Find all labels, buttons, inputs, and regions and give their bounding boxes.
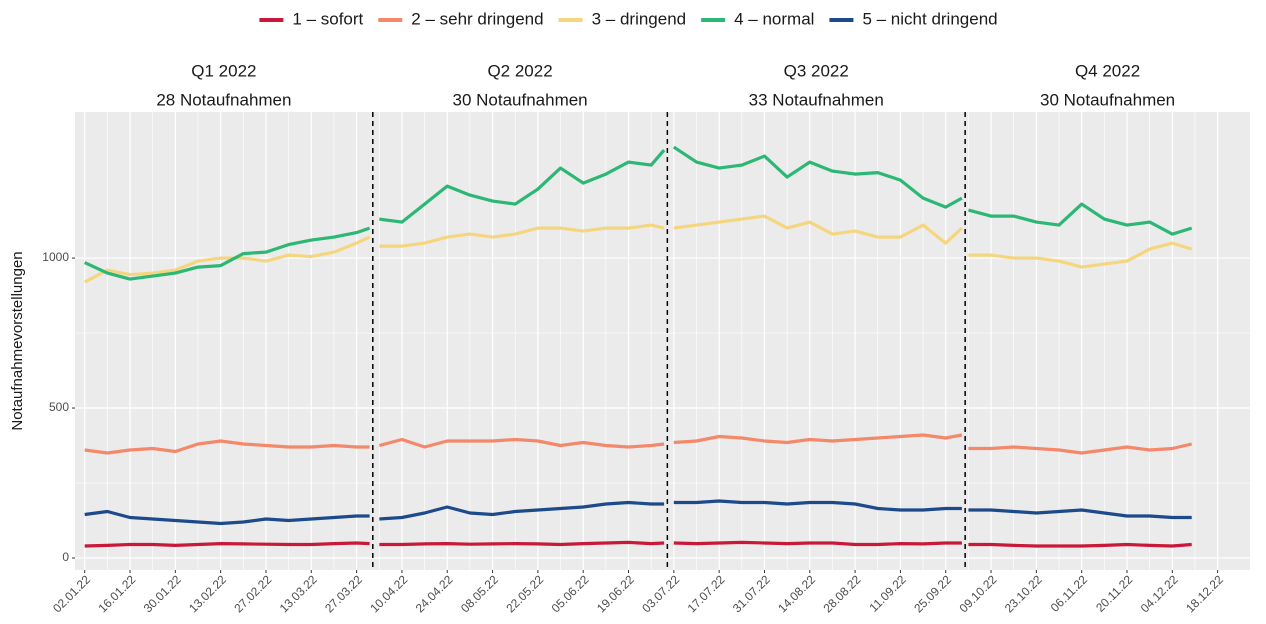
x-tick-label: 03.07.22 (639, 572, 682, 615)
series-line (84, 499, 1192, 526)
y-tick-label: 0 (62, 550, 69, 564)
x-tick-label: 10.04.22 (367, 572, 410, 615)
x-tick-label: 14.08.22 (775, 572, 818, 615)
legend-label: 1 – sofort (292, 9, 363, 28)
legend: 1 – sofort 2 – sehr dringend 3 – dringend 4… (259, 9, 998, 28)
series-line (84, 145, 1193, 281)
x-tick-label: 08.05.22 (458, 572, 501, 615)
x-tick-label: 25.09.22 (911, 572, 954, 615)
facet-title: Q4 2022 (1075, 61, 1140, 80)
legend-label: 2 – sehr dringend (411, 9, 543, 28)
series-line (84, 540, 1192, 548)
x-tick-label: 23.10.22 (1002, 572, 1045, 615)
x-tick-label: 09.10.22 (956, 572, 999, 615)
x-tick-label: 19.06.22 (594, 572, 637, 615)
y-axis-title: Notaufnahmevorstellungen (9, 251, 26, 430)
x-tick-label: 24.04.22 (413, 572, 456, 615)
x-tick-label: 13.02.22 (186, 572, 229, 615)
facet-subtitle: 33 Notaufnahmen (749, 90, 884, 109)
x-tick-label: 02.01.22 (50, 572, 93, 615)
facet-title: Q2 2022 (487, 61, 552, 80)
facet-title: Q3 2022 (784, 61, 849, 80)
x-tick-label: 20.11.22 (1093, 572, 1136, 615)
x-tick-label: 22.05.22 (503, 572, 546, 615)
x-tick-label: 17.07.22 (685, 572, 728, 615)
panel (75, 112, 1250, 570)
legend-label: 5 – nicht dringend (862, 9, 997, 28)
x-tick-label: 06.11.22 (1048, 572, 1091, 615)
x-tick-label: 27.02.22 (231, 572, 274, 615)
facet-subtitle: 30 Notaufnahmen (452, 90, 587, 109)
legend-label: 4 – normal (734, 9, 814, 28)
x-tick-label: 30.01.22 (141, 572, 184, 615)
x-tick-label: 28.08.22 (821, 572, 864, 615)
legend-label: 3 – dringend (592, 9, 687, 28)
x-tick-label: 04.12.22 (1138, 572, 1181, 615)
x-tick-label: 05.06.22 (549, 572, 592, 615)
y-tick-label: 1000 (42, 250, 69, 264)
x-tick-label: 31.07.22 (730, 572, 773, 615)
series-line (84, 433, 1193, 455)
x-tick-label: 27.03.22 (322, 572, 365, 615)
facet-subtitle: 28 Notaufnahmen (156, 90, 291, 109)
x-tick-label: 16.01.22 (95, 572, 138, 615)
facet-subtitle: 30 Notaufnahmen (1040, 90, 1175, 109)
x-tick-label: 13.03.22 (277, 572, 320, 615)
x-tick-label: 18.12.22 (1183, 572, 1226, 615)
x-tick-label: 11.09.22 (866, 572, 909, 615)
y-tick-label: 500 (49, 400, 69, 414)
facet-title: Q1 2022 (191, 61, 256, 80)
